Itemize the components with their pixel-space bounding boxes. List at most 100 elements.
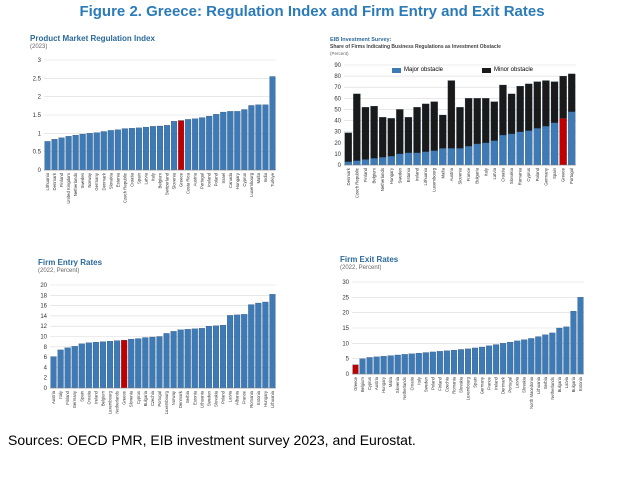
x-tick-label: Poland xyxy=(535,167,540,181)
bar xyxy=(121,128,128,171)
x-tick-label: Czech Republic xyxy=(122,172,127,203)
x-tick-label: Spain xyxy=(79,390,84,401)
x-tick-label: Poland xyxy=(214,172,219,186)
x-tick-label: Lithuania xyxy=(423,167,428,185)
x-tick-label: India xyxy=(263,172,268,182)
bar xyxy=(220,325,227,389)
x-tick-label: Ireland xyxy=(415,167,420,181)
bar-major xyxy=(473,143,481,166)
bar-minor xyxy=(413,107,421,153)
bar xyxy=(177,329,184,389)
bar xyxy=(415,353,422,375)
bar xyxy=(542,334,549,375)
bar xyxy=(142,337,149,389)
chart-subtitle: (2022, Percent) xyxy=(38,268,80,274)
bar-minor xyxy=(533,81,541,129)
y-tick-label: 0.5 xyxy=(33,150,42,156)
x-tick-label: Greece xyxy=(561,167,566,182)
x-tick-label: Hungary xyxy=(263,390,268,407)
y-tick-label: 16 xyxy=(40,304,47,310)
bar-major xyxy=(550,122,559,166)
x-tick-label: Finland xyxy=(65,390,70,404)
bar-major xyxy=(361,159,370,166)
x-tick-label: Estonia xyxy=(578,376,583,391)
x-tick-label: Serbia xyxy=(543,376,548,389)
y-tick-label: 50 xyxy=(334,107,341,113)
bar xyxy=(408,353,415,375)
bar xyxy=(380,356,387,375)
x-tick-label: Netherlands xyxy=(550,377,555,400)
bar xyxy=(135,127,142,171)
x-tick-label: Estonia xyxy=(256,390,261,405)
bar-minor xyxy=(404,117,413,153)
y-tick-label: 5 xyxy=(346,357,350,363)
bar xyxy=(192,118,199,171)
x-tick-label: Slovakia xyxy=(522,376,527,392)
chart-title: EIB Investment Survey: xyxy=(330,37,392,43)
bar-minor xyxy=(456,107,464,149)
legend-swatch-minor xyxy=(482,67,491,73)
chart-svg: 0 10 20 30 40 50 60 70 80 90 Denmark Czech Republic… xyxy=(334,63,576,198)
bar-minor xyxy=(490,101,499,141)
x-tick-label: Denmark xyxy=(346,167,351,185)
x-tick-label: Hungary xyxy=(381,376,386,393)
bar xyxy=(429,351,436,375)
bar xyxy=(92,342,99,389)
x-tick-label: Sweden xyxy=(80,172,85,188)
x-tick-label: Bulgaria xyxy=(143,390,148,406)
bar-minor xyxy=(439,114,447,149)
x-tick-label: Latvia xyxy=(515,376,520,388)
bar xyxy=(191,328,198,389)
x-tick-label: Slovenia xyxy=(395,376,400,393)
x-tick-label: Cyprus xyxy=(136,391,141,404)
bar xyxy=(234,111,241,171)
x-tick-label: Czechia xyxy=(444,376,449,392)
chart-subtitle: Share of Firms Indicating Business Regul… xyxy=(330,44,501,50)
bar-major xyxy=(413,152,421,166)
bar xyxy=(359,358,366,375)
x-tick-label: Greece xyxy=(353,376,358,390)
x-tick-label: Austria xyxy=(51,390,56,404)
bar xyxy=(171,121,178,171)
bar xyxy=(570,311,577,375)
bar xyxy=(51,139,58,171)
x-tick-label: Canada xyxy=(228,172,233,188)
x-tick-label: Lithuania xyxy=(536,376,541,394)
x-tick-label: Lithuania xyxy=(45,172,50,190)
x-tick-label: Norway xyxy=(87,172,92,187)
x-tick-label: Austria xyxy=(193,172,198,186)
x-tick-label: Ireland xyxy=(93,390,98,403)
y-tick-label: 20 xyxy=(40,283,47,289)
x-tick-label: Slovenia xyxy=(172,172,177,189)
bar xyxy=(255,302,262,389)
x-tick-label: United Kingdom xyxy=(66,173,71,204)
bar xyxy=(142,126,149,171)
bar xyxy=(507,341,514,375)
x-tick-label: Bulgaria xyxy=(557,376,562,392)
x-tick-label: Germany xyxy=(543,167,548,186)
y-tick-label: 1 xyxy=(38,131,42,137)
bar xyxy=(549,332,556,375)
bar xyxy=(556,327,563,375)
bar-minor xyxy=(421,103,430,152)
x-tick-label: Finland xyxy=(437,376,442,390)
bar xyxy=(184,329,191,389)
x-tick-label: Austria xyxy=(449,167,454,181)
x-tick-label: Latvia xyxy=(228,390,233,402)
bar xyxy=(248,304,255,389)
bar xyxy=(205,326,212,389)
bar-minor xyxy=(525,83,533,131)
legend-label: Major obstacle xyxy=(404,67,444,73)
bar-major xyxy=(568,111,576,166)
bar xyxy=(521,339,528,375)
legend-item-major: Major obstacle xyxy=(392,67,443,73)
x-tick-label: Portugal xyxy=(157,391,162,407)
chart-title: Firm Entry Rates xyxy=(38,258,103,267)
bar-major xyxy=(379,157,387,166)
legend-swatch-major xyxy=(392,67,401,73)
bar xyxy=(394,354,401,375)
x-tick-label: Hungary xyxy=(235,172,240,189)
bar xyxy=(64,347,71,389)
x-tick-label: Netherlands xyxy=(402,377,407,400)
